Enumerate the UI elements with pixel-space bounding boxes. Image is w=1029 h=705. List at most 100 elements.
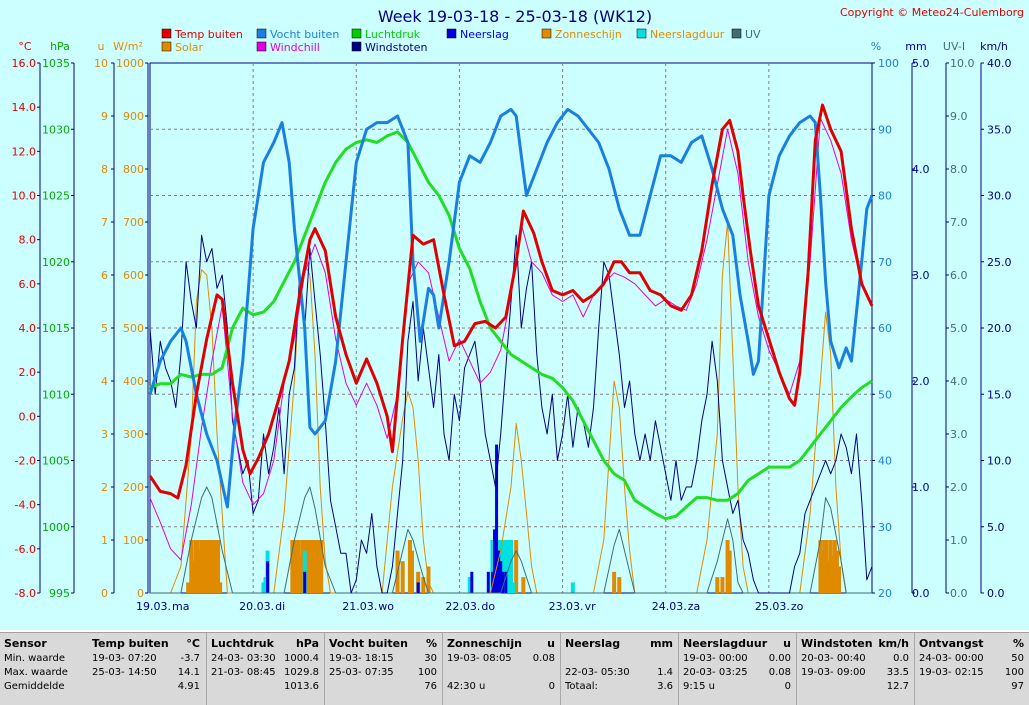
axis-tick-label-pressure: 1000 [42,521,70,534]
bar-zonneschijn [421,577,426,593]
summary-unit: hPa [295,637,319,650]
axis-tick-label-wind: 25.0 [987,256,1012,269]
summary-timestamp: 25-03- 07:35 [329,667,394,678]
bar-zonneschijn [290,540,295,593]
summary-timestamp: 24-03- 03:30 [211,653,276,664]
summary-value: 50 [1011,653,1024,664]
summary-value: 3.6 [657,681,673,692]
bar-zonneschijn [298,555,303,593]
x-tick-label-day: do [481,600,495,613]
bar-zonneschijn [822,540,827,593]
legend-label: Temp buiten [174,28,243,41]
bar-zonneschijn [315,540,320,593]
summary-timestamp: 20-03- 03:25 [683,667,748,678]
legend-label: Zonneschijn [555,28,622,41]
axis-tick-label-wind: 10.0 [987,455,1012,468]
bar-zonneschijn [199,540,204,593]
axis-tick-label-humidity: 20 [878,587,892,600]
summary-timestamp: 19-03- 02:15 [919,667,984,678]
legend-label: Neerslag [460,28,509,41]
axis-tick-label-uv: 7.0 [950,216,968,229]
bar-zonneschijn [514,540,519,593]
bar-zonneschijn [820,550,825,593]
summary-row-max: 20-03- 03:25 0.08 [683,666,791,680]
axis-tick-label-temp: -8.0 [15,587,36,600]
summary-value: 0.0 [893,653,909,664]
axis-tick-label-sun_hours: 4 [101,375,108,388]
axis-tick-label-temp: -4.0 [15,499,36,512]
legend-swatch [256,28,267,39]
summary-value: 4.91 [177,681,200,692]
axis-tick-label-uv: 0.0 [950,587,968,600]
axis-tick-label-pressure: 1030 [42,123,70,136]
x-tick-label-date: 25.03. [755,600,790,613]
axis-tick-label-temp: 12.0 [12,145,37,158]
axis-unit-uv: UV-I [943,40,965,53]
axis-tick-label-uv: 9.0 [950,110,968,123]
weather-chart: Week 19-03-18 - 25-03-18 (WK12) Copyrigh… [0,0,1029,630]
bar-zonneschijn [292,540,297,593]
copyright-text: Copyright © Meteo24-Culemborg [840,6,1024,19]
summary-value: 12.7 [886,681,909,692]
summary-row-min: 19-03- 00:00 0.00 [683,652,791,666]
bar-zonneschijn [197,550,202,593]
axis-tick-label-sun_hours: 8 [101,163,108,176]
summary-row-avg: Totaal: 3.6 [565,680,673,694]
bar-zonneschijn [216,540,221,593]
bar-zonneschijn [310,540,315,593]
bar-zonneschijn [203,540,208,593]
legend-swatch [256,41,267,52]
bar-zonneschijn [304,540,309,593]
summary-timestamp: 24-03- 00:00 [919,653,984,664]
bar-neerslagduur [490,540,495,593]
legend-swatch [446,28,457,39]
axis-tick-label-solar: 100 [123,534,144,547]
bar-zonneschijn [832,540,837,593]
bar-neerslagduur [263,577,268,593]
x-tick-label-day: wo [378,600,394,613]
bar-zonneschijn [306,540,311,593]
axis-tick-label-wind: 5.0 [987,521,1005,534]
summary-row-hdr: Ontvangst% [919,637,1024,651]
bar-neerslagduur [261,582,266,593]
legend-swatch [731,28,742,39]
summary-value: 0 [548,681,555,692]
summary-sensor-name: Ontvangst [919,637,984,650]
legend-swatch [161,28,172,39]
chart-axes: °C16.014.012.010.08.06.04.02.00.0-2.0-4.… [12,40,1012,600]
summary-column: Zonneschijn u 19-03- 08:05 0.08 42:30 u 0 [442,633,561,705]
bar-zonneschijn [189,540,194,593]
summary-unit: mm [650,637,673,650]
axis-tick-label-sun_hours: 9 [101,110,108,123]
axis-tick-label-humidity: 90 [878,123,892,136]
axis-tick-label-wind: 35.0 [987,123,1012,136]
bar-neerslag [499,561,503,593]
summary-sensor-name: Neerslagduur [683,637,768,650]
summary-row-min: 19-03- 08:05 0.08 [447,652,555,666]
axis-unit-humidity: % [871,40,881,53]
axis-unit-pressure: hPa [50,40,70,53]
summary-timestamp: 42:30 u [447,681,486,692]
axis-tick-label-uv: 8.0 [950,163,968,176]
axis-tick-label-rain: 5.0 [912,57,930,70]
bar-zonneschijn [191,561,196,593]
axis-tick-label-pressure: 995 [49,587,70,600]
summary-value: 76 [424,681,437,692]
bar-zonneschijn [826,561,831,593]
axis-tick-label-uv: 5.0 [950,322,968,335]
axis-tick-label-rain: 2.0 [912,375,930,388]
summary-avg-label: Gemiddelde [4,681,65,692]
legend-swatch [351,28,362,39]
summary-value: -3.7 [180,653,200,664]
axis-tick-label-rain: 3.0 [912,269,930,282]
summary-value: 100 [1004,667,1024,678]
bar-neerslagduur [509,540,513,593]
axis-tick-label-sun_hours: 3 [101,428,108,441]
axis-tick-label-rain: 0.0 [912,587,930,600]
summary-value: 0.08 [768,667,791,678]
axis-tick-label-temp: 2.0 [19,366,37,379]
axis-tick-label-solar: 200 [123,481,144,494]
summary-sensor-name: Luchtdruk [211,637,274,650]
summary-unit: % [1012,637,1024,650]
x-axis-labels: 19.03. ma 20.03. di 21.03. wo 22.03. do 23.03. vr… [136,600,804,613]
